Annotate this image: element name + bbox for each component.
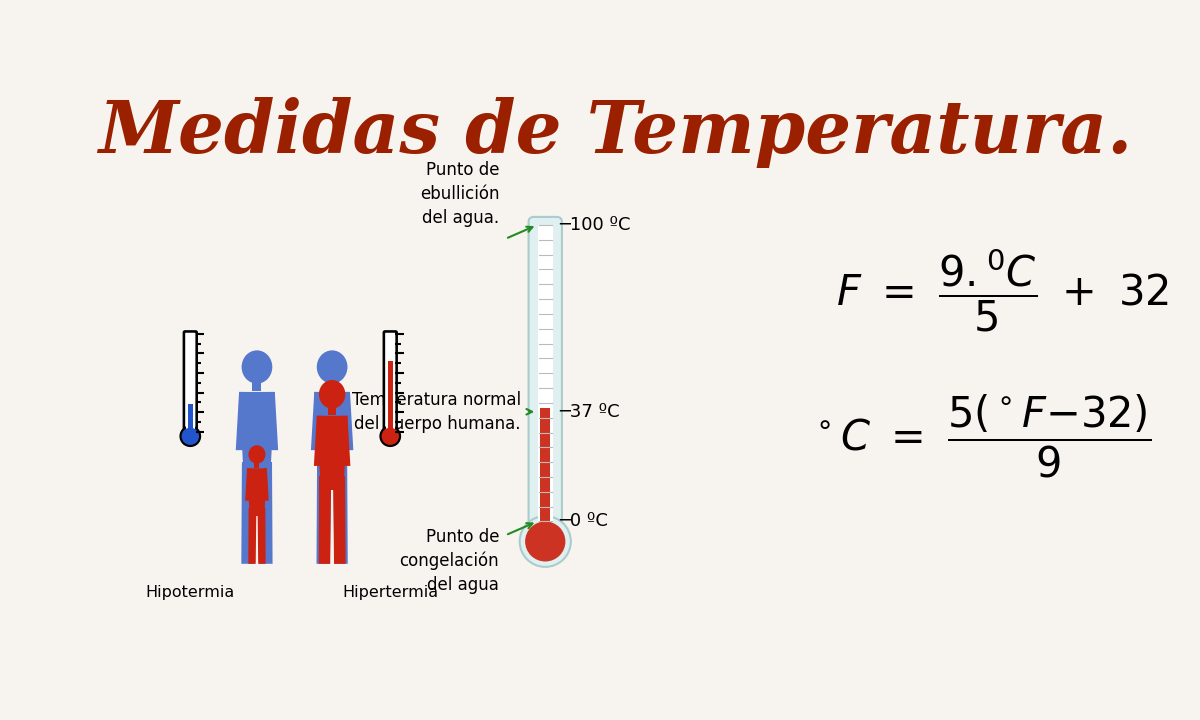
Bar [254, 459, 259, 468]
Bar [388, 361, 392, 432]
Ellipse shape [319, 380, 346, 409]
Text: Medidas de Temperatura.: Medidas de Temperatura. [98, 97, 1132, 168]
Polygon shape [258, 464, 272, 564]
Polygon shape [241, 464, 256, 564]
Bar [538, 225, 553, 521]
Circle shape [382, 428, 398, 445]
Bar [319, 477, 346, 490]
Bar [248, 508, 265, 516]
Circle shape [380, 426, 401, 446]
Text: Hipertermia: Hipertermia [342, 585, 438, 600]
Bar [242, 462, 272, 478]
Polygon shape [343, 392, 353, 450]
Polygon shape [311, 392, 320, 450]
Polygon shape [248, 508, 257, 564]
Circle shape [180, 426, 200, 446]
Polygon shape [245, 468, 251, 500]
Polygon shape [268, 392, 278, 450]
Polygon shape [239, 392, 275, 464]
Polygon shape [314, 392, 350, 464]
Polygon shape [247, 468, 266, 508]
Text: Punto de
congelación
del agua: Punto de congelación del agua [400, 528, 499, 593]
Polygon shape [317, 416, 348, 478]
Bar [540, 408, 551, 521]
Text: $^\circ\mathit{C}\ =\ \dfrac{5(^\circ\mathit{F}{-}32)}{9}$: $^\circ\mathit{C}\ =\ \dfrac{5(^\circ\ma… [809, 393, 1151, 480]
Polygon shape [319, 478, 331, 564]
Polygon shape [263, 468, 269, 500]
Bar [188, 405, 193, 432]
Ellipse shape [248, 445, 265, 464]
Text: Punto de
ebullición
del agua.: Punto de ebullición del agua. [420, 161, 499, 227]
Ellipse shape [241, 351, 272, 384]
Bar [252, 374, 262, 391]
Text: $\mathit{F}\ =\ \dfrac{9.^{0}\mathit{C}}{5}\ +\ 32$: $\mathit{F}\ =\ \dfrac{9.^{0}\mathit{C}}… [836, 247, 1169, 334]
FancyBboxPatch shape [384, 331, 397, 434]
Polygon shape [342, 416, 350, 466]
FancyBboxPatch shape [184, 331, 197, 434]
Text: ─100 ºC: ─100 ºC [559, 216, 630, 234]
Polygon shape [258, 508, 265, 564]
Text: Temperatura normal
del cuerpo humana.: Temperatura normal del cuerpo humana. [352, 391, 521, 433]
Polygon shape [235, 392, 246, 450]
Polygon shape [314, 416, 323, 466]
Ellipse shape [317, 351, 348, 384]
Bar [329, 400, 336, 415]
Circle shape [526, 521, 565, 562]
Text: ─0 ºC: ─0 ºC [559, 513, 607, 531]
Bar [386, 334, 395, 432]
FancyBboxPatch shape [528, 217, 562, 529]
Bar [317, 462, 347, 478]
Circle shape [520, 516, 571, 567]
Polygon shape [334, 478, 346, 564]
Bar [328, 374, 336, 391]
Circle shape [181, 428, 199, 445]
Bar [186, 334, 194, 432]
Polygon shape [317, 464, 331, 564]
Text: ─37 ºC: ─37 ºC [559, 402, 619, 420]
Polygon shape [334, 464, 348, 564]
Text: Hipotermia: Hipotermia [145, 585, 235, 600]
